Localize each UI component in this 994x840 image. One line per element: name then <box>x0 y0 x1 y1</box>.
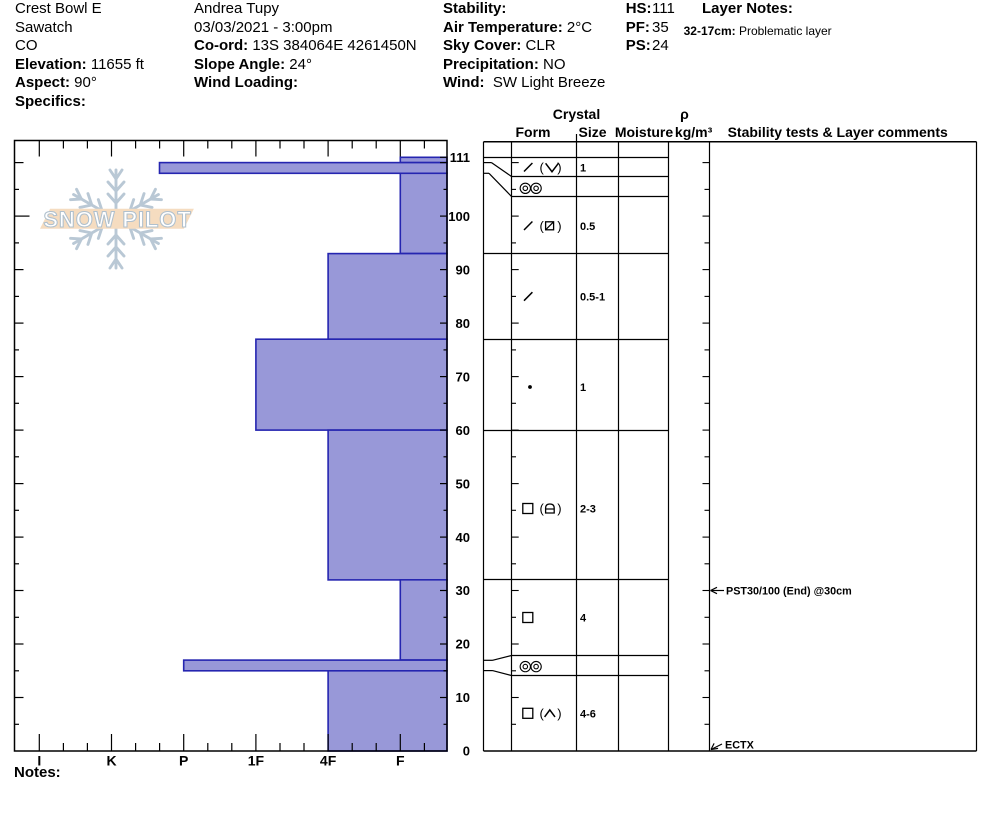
svg-text:Crystal: Crystal <box>553 106 600 122</box>
svg-text:PST30/100 (End) @30cm: PST30/100 (End) @30cm <box>726 585 852 597</box>
svg-text:1: 1 <box>580 162 586 174</box>
svg-text:Moisture: Moisture <box>615 124 674 140</box>
svg-text:0: 0 <box>463 744 470 759</box>
svg-text:ρ: ρ <box>680 106 689 122</box>
svg-text:1F: 1F <box>248 753 265 769</box>
svg-text:Form: Form <box>516 124 551 140</box>
svg-text:K: K <box>106 753 116 769</box>
svg-text:90: 90 <box>456 262 470 277</box>
svg-text:): ) <box>557 501 561 516</box>
svg-text:0.5-1: 0.5-1 <box>580 292 605 304</box>
svg-text:70: 70 <box>456 369 470 384</box>
svg-text:30: 30 <box>456 583 470 598</box>
svg-text:100: 100 <box>448 209 470 224</box>
svg-text:SNOW PILOT: SNOW PILOT <box>43 207 191 232</box>
svg-text:): ) <box>557 160 561 175</box>
svg-text:): ) <box>557 218 561 233</box>
svg-text:60: 60 <box>456 423 470 438</box>
svg-text:(: ( <box>540 706 545 721</box>
svg-text:4: 4 <box>580 613 587 625</box>
svg-text:1: 1 <box>580 382 586 394</box>
svg-text:F: F <box>396 753 405 769</box>
svg-text:111: 111 <box>450 150 470 165</box>
svg-text:4F: 4F <box>320 753 337 769</box>
svg-text:0.5: 0.5 <box>580 221 595 233</box>
svg-text:(: ( <box>540 160 545 175</box>
svg-text:(: ( <box>540 501 545 516</box>
svg-text:I: I <box>37 753 41 769</box>
svg-text:2-3: 2-3 <box>580 504 596 516</box>
svg-text:kg/m³: kg/m³ <box>675 124 713 140</box>
svg-text:40: 40 <box>456 530 470 545</box>
svg-text:(: ( <box>540 218 545 233</box>
svg-text:ECTX: ECTX <box>725 740 755 752</box>
svg-text:20: 20 <box>456 637 470 652</box>
svg-text:P: P <box>179 753 188 769</box>
svg-text:): ) <box>557 706 561 721</box>
svg-text:4-6: 4-6 <box>580 708 596 720</box>
svg-text:10: 10 <box>456 690 470 705</box>
svg-text:50: 50 <box>456 476 470 491</box>
svg-text:Stability tests & Layer commen: Stability tests & Layer comments <box>728 124 948 140</box>
svg-text:80: 80 <box>456 316 470 331</box>
svg-text:Size: Size <box>578 124 606 140</box>
